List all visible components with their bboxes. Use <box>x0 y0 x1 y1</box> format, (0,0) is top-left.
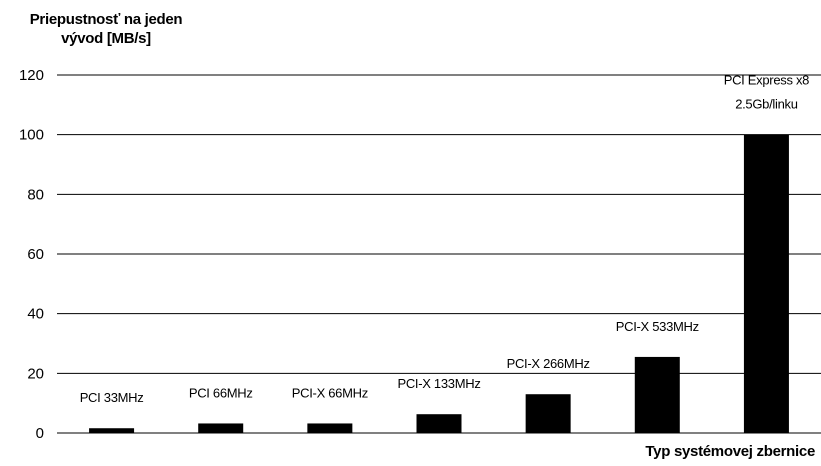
y-tick-label: 120 <box>19 67 44 84</box>
gridlines <box>57 74 821 434</box>
bar-category-label: PCI-X 66MHz <box>292 385 368 400</box>
bar-category-label: PCI-X 533MHz <box>616 319 699 334</box>
y-tick-label: 100 <box>19 127 44 144</box>
bar <box>198 423 244 433</box>
y-axis-title: Priepustnosť na jeden vývod [MB/s] <box>6 10 206 48</box>
y-tick-label: 60 <box>27 246 44 263</box>
y-tick-label: 20 <box>27 365 44 382</box>
bar <box>416 414 462 433</box>
bar-category-label: PCI 66MHz <box>189 385 253 400</box>
bar <box>743 134 789 433</box>
y-tick-label: 40 <box>27 306 44 323</box>
bar-category-label: PCI-X 266MHz <box>507 356 590 371</box>
x-axis-title: Typ systémovej zbernice <box>645 443 815 460</box>
y-tick-label: 80 <box>27 186 44 203</box>
bar-category-label: PCI-X 133MHz <box>397 376 480 391</box>
y-axis-title-line2: vývod [MB/s] <box>61 30 151 47</box>
bar <box>89 428 135 433</box>
bar-category-label: PCI 33MHz <box>80 390 144 405</box>
bar <box>525 394 571 433</box>
bar-category-label: PCI Express x8 <box>724 73 809 88</box>
bar-labels: PCI 33MHz PCI 66MHz PCI-X 66MHz PCI-X 133MH… <box>80 73 810 406</box>
y-axis-ticks: 0 20 40 60 80 100 120 <box>19 67 44 442</box>
bar <box>307 423 353 433</box>
bar-category-label: 2.5Gb/linku <box>735 97 798 112</box>
bars <box>89 134 789 433</box>
y-tick-label: 0 <box>36 425 44 442</box>
y-axis-title-line1: Priepustnosť na jeden <box>29 11 183 28</box>
bar <box>634 356 680 433</box>
